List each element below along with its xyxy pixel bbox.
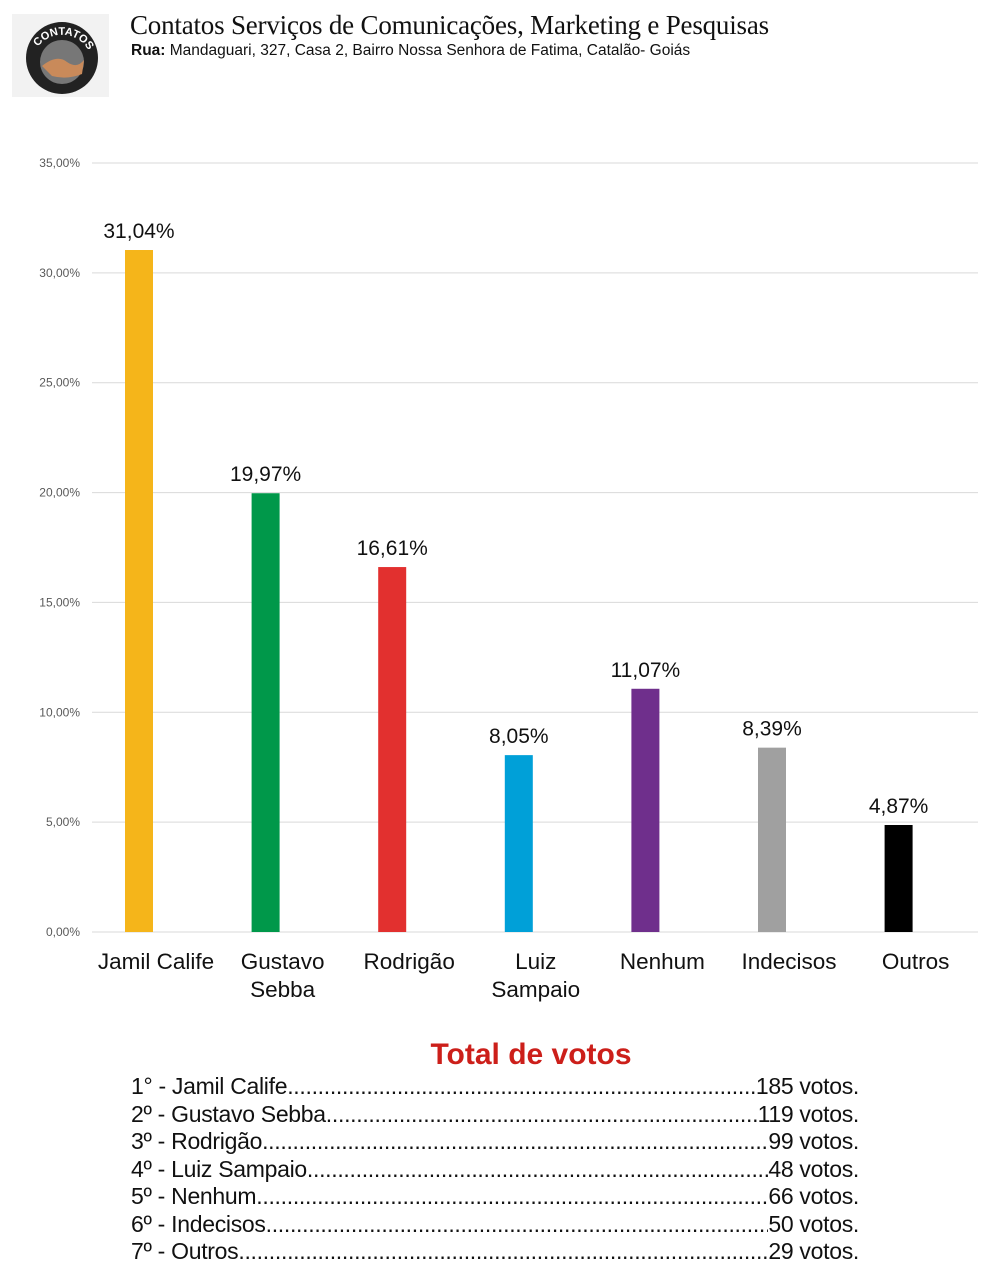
candidate-rank: 6º - Indecisos <box>131 1210 266 1237</box>
dot-leader <box>326 1101 758 1129</box>
address-label: Rua: <box>131 42 166 59</box>
bar <box>758 747 786 932</box>
company-logo: CONTATOS <box>12 14 109 97</box>
x-category-label: Gustavo <box>241 949 325 974</box>
x-category-label: Rodrigão <box>364 949 455 974</box>
candidate-rank: 3º - Rodrigão <box>131 1128 263 1154</box>
y-tick-label: 20,00% <box>39 486 80 500</box>
vote-count: 99 votos. <box>768 1128 859 1154</box>
page-title: Contatos Serviços de Comunicações, Marke… <box>130 10 769 40</box>
y-tick-label: 0,00% <box>46 925 80 939</box>
y-tick-label: 35,00% <box>39 156 80 170</box>
candidate-rank: 7º - Outros <box>131 1238 239 1264</box>
address: Rua: Mandaguari, 327, Casa 2, Bairro Nos… <box>131 42 690 60</box>
dot-leader <box>256 1183 768 1211</box>
data-label: 8,05% <box>489 725 549 748</box>
votes-row: 5º - Nenhum 66 votos. <box>131 1183 859 1211</box>
dot-leader <box>266 1211 769 1239</box>
x-category-label: Sampaio <box>491 977 580 1002</box>
x-category-label: Outros <box>882 949 950 974</box>
bar-chart: 0,00% 5,00% 10,00% 15,00% 20,00% 25,00% 30,00%… <box>39 156 978 1002</box>
bar <box>251 493 280 932</box>
y-tick-label: 5,00% <box>46 815 80 829</box>
y-tick-label: 25,00% <box>39 376 80 390</box>
votes-row: 6º - Indecisos 50 votos. <box>131 1211 859 1239</box>
candidate-rank: 4º - Luiz Sampaio <box>131 1155 307 1182</box>
y-tick-label: 15,00% <box>39 595 80 609</box>
data-label: 16,61% <box>357 537 428 560</box>
bar <box>884 824 913 932</box>
votes-row: 4º - Luiz Sampaio 48 votos. <box>131 1156 859 1184</box>
vote-count: 50 votos. <box>768 1210 859 1237</box>
vote-count: 66 votos. <box>768 1183 859 1209</box>
vote-count: 119 votos. <box>757 1100 860 1127</box>
x-category-label: Indecisos <box>741 949 836 974</box>
bar <box>504 755 533 932</box>
vote-count: 185 votos. <box>755 1073 859 1099</box>
x-category-label: Luiz <box>515 949 556 974</box>
votes-row: 1° - Jamil Calife 185 votos. <box>131 1073 859 1101</box>
data-label: 8,39% <box>742 718 802 741</box>
data-label: 11,07% <box>611 659 681 682</box>
dot-leader <box>262 1128 768 1156</box>
candidate-rank: 5º - Nenhum <box>131 1183 257 1209</box>
bar <box>125 250 153 933</box>
x-category-label: Nenhum <box>620 949 705 974</box>
votes-list: 1° - Jamil Calife185 votos.2º - Gustavo … <box>131 1073 859 1266</box>
dot-leader <box>238 1238 768 1266</box>
totals-title: Total de votos <box>430 1038 632 1071</box>
bar <box>378 567 407 932</box>
dot-leader <box>287 1073 756 1101</box>
address-text: Mandaguari, 327, Casa 2, Bairro Nossa Se… <box>165 42 691 59</box>
votes-row: 2º - Gustavo Sebba 119 votos. <box>131 1101 859 1129</box>
votes-row: 7º - Outros 29 votos. <box>131 1238 859 1266</box>
y-tick-label: 30,00% <box>39 266 80 280</box>
x-category-label: Sebba <box>250 977 316 1002</box>
y-tick-label: 10,00% <box>39 705 80 719</box>
dot-leader <box>307 1156 768 1184</box>
data-label: 4,87% <box>869 795 929 818</box>
vote-count: 48 votos. <box>768 1155 859 1182</box>
bar <box>631 688 660 932</box>
data-label: 19,97% <box>230 463 301 486</box>
vote-count: 29 votos. <box>768 1238 859 1264</box>
data-label: 31,04% <box>103 220 174 243</box>
x-category-label: Jamil Calife <box>98 949 214 974</box>
candidate-rank: 1° - Jamil Calife <box>131 1073 288 1099</box>
votes-row: 3º - Rodrigão 99 votos. <box>131 1128 859 1156</box>
candidate-rank: 2º - Gustavo Sebba <box>131 1100 326 1127</box>
